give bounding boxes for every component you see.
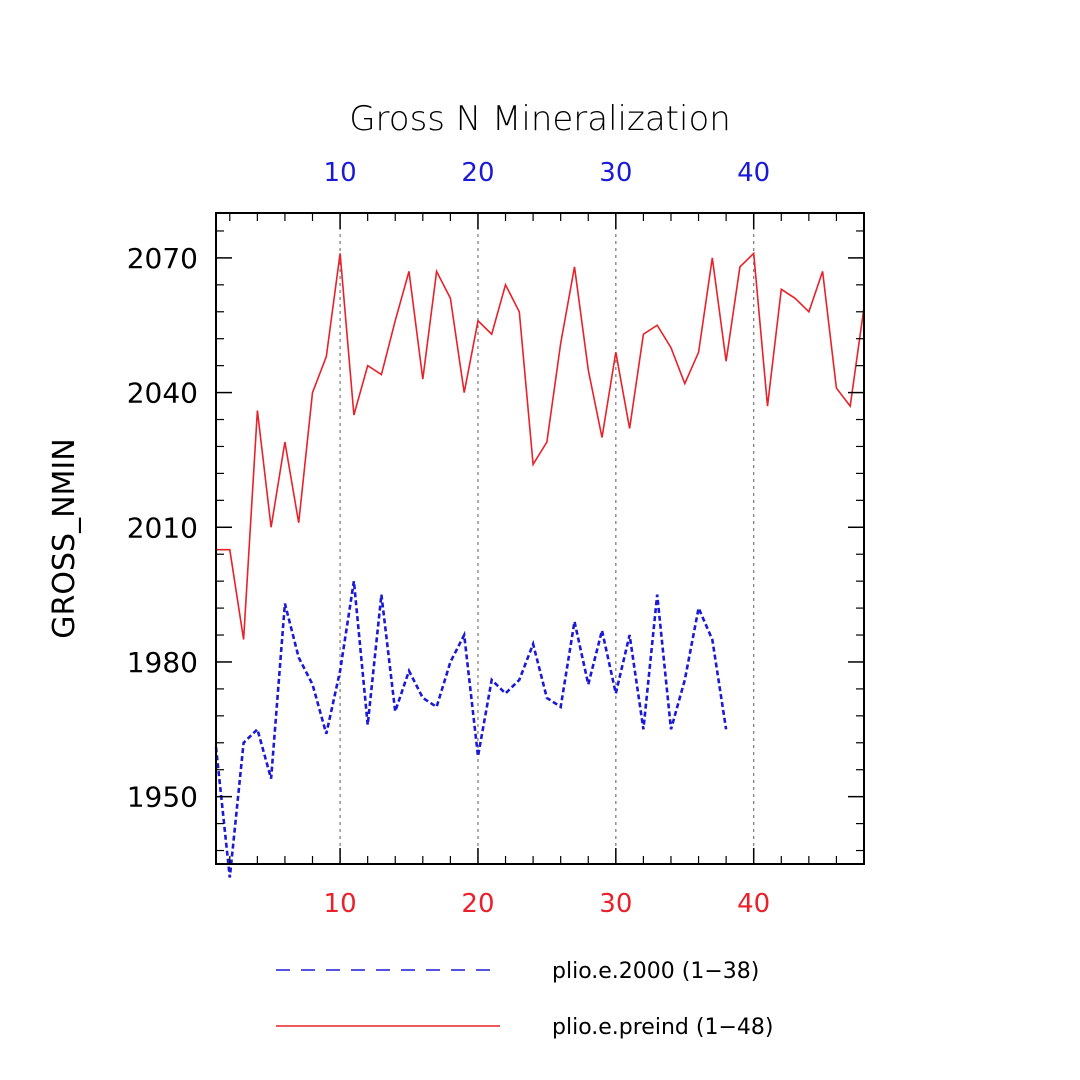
grid-layer bbox=[339, 213, 755, 864]
x-tick-label-bottom: 40 bbox=[737, 889, 770, 919]
x-tick-label-bottom: 30 bbox=[599, 889, 632, 919]
y-tick-label: 2010 bbox=[127, 511, 198, 544]
series-line-1 bbox=[214, 581, 728, 878]
x-tick-label-top: 20 bbox=[461, 158, 494, 188]
y-tick-label: 1950 bbox=[127, 781, 198, 814]
y-tick-label: 1980 bbox=[127, 646, 198, 679]
x-tick-label-top: 30 bbox=[599, 158, 632, 188]
y-tick-label: 2070 bbox=[127, 242, 198, 275]
chart-title: Gross N Mineralization bbox=[349, 99, 731, 139]
y-axis-label: GROSS_NMIN bbox=[47, 438, 82, 638]
series-line-2 bbox=[216, 251, 865, 640]
legend-label-1: plio.e.2000 (1−38) bbox=[552, 959, 759, 984]
x-tick-label-bottom: 20 bbox=[461, 889, 494, 919]
plot-frame bbox=[215, 212, 865, 865]
x-tick-label-top: 10 bbox=[324, 158, 357, 188]
legend: plio.e.2000 (1−38) plio.e.preind (1−48) bbox=[276, 959, 773, 1040]
x-tick-label-bottom: 10 bbox=[324, 889, 357, 919]
axes-layer: 1950 1980 2010 2040 2070 10 20 30 40 10 20 30 40 bbox=[127, 158, 865, 919]
series-layer bbox=[214, 251, 865, 878]
y-tick-label: 2040 bbox=[127, 377, 198, 410]
x-tick-label-top: 40 bbox=[737, 158, 770, 188]
legend-label-2: plio.e.preind (1−48) bbox=[552, 1015, 773, 1040]
